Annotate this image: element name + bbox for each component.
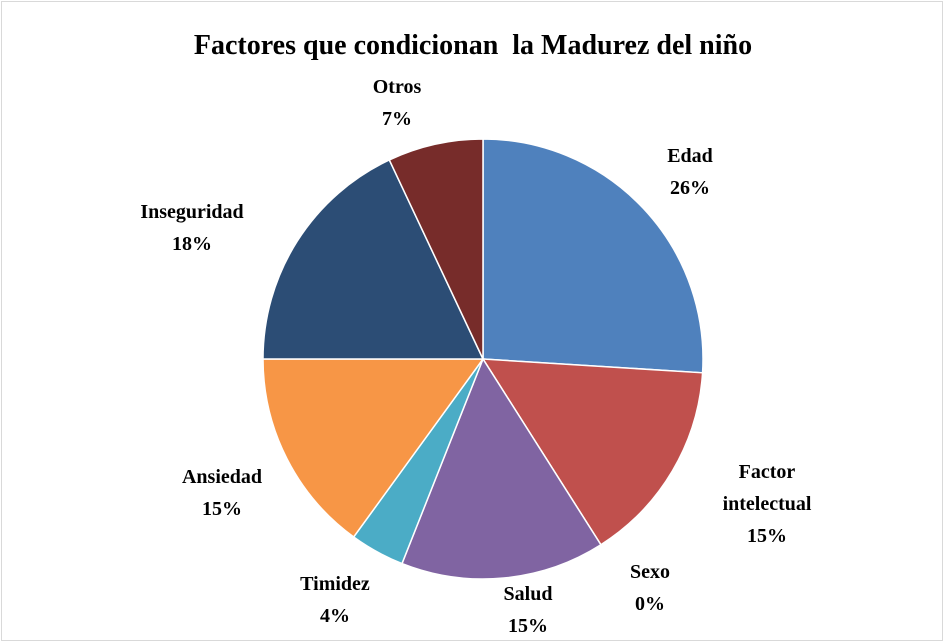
value-label: 15% — [747, 525, 787, 547]
data-label: Otros 7% — [357, 71, 437, 135]
data-label: Salud 15% — [488, 578, 568, 642]
value-label: 4% — [320, 605, 350, 627]
category-label: Otros — [372, 76, 422, 98]
pie-slice — [262, 358, 485, 539]
category-label: Factor intelectual — [722, 461, 812, 515]
pie-slice — [388, 138, 484, 360]
category-label: Edad — [667, 145, 713, 167]
pie-slice — [262, 158, 485, 360]
data-label: Factor intelectual 15% — [712, 456, 822, 552]
category-label: Timidez — [300, 573, 370, 595]
data-label: Timidez 4% — [290, 568, 380, 632]
category-label: Inseguridad — [140, 201, 244, 223]
data-label: Ansiedad 15% — [172, 461, 272, 525]
value-label: 18% — [172, 233, 212, 255]
data-label: Inseguridad 18% — [122, 196, 262, 260]
value-label: 0% — [635, 593, 665, 615]
category-label: Ansiedad — [181, 466, 263, 488]
value-label: 26% — [670, 177, 710, 199]
category-label: Sexo — [630, 561, 670, 583]
data-label: Sexo 0% — [610, 556, 690, 620]
pie-slice — [481, 358, 704, 546]
value-label: 15% — [508, 615, 548, 637]
value-label: 7% — [382, 108, 412, 130]
value-label: 15% — [202, 498, 242, 520]
pie-slice — [401, 357, 602, 580]
category-label: Salud — [503, 583, 553, 605]
pie-slice — [482, 138, 704, 374]
data-label: Edad 26% — [650, 140, 730, 204]
chart-title: Factores que condicionan la Madurez del … — [193, 30, 753, 61]
